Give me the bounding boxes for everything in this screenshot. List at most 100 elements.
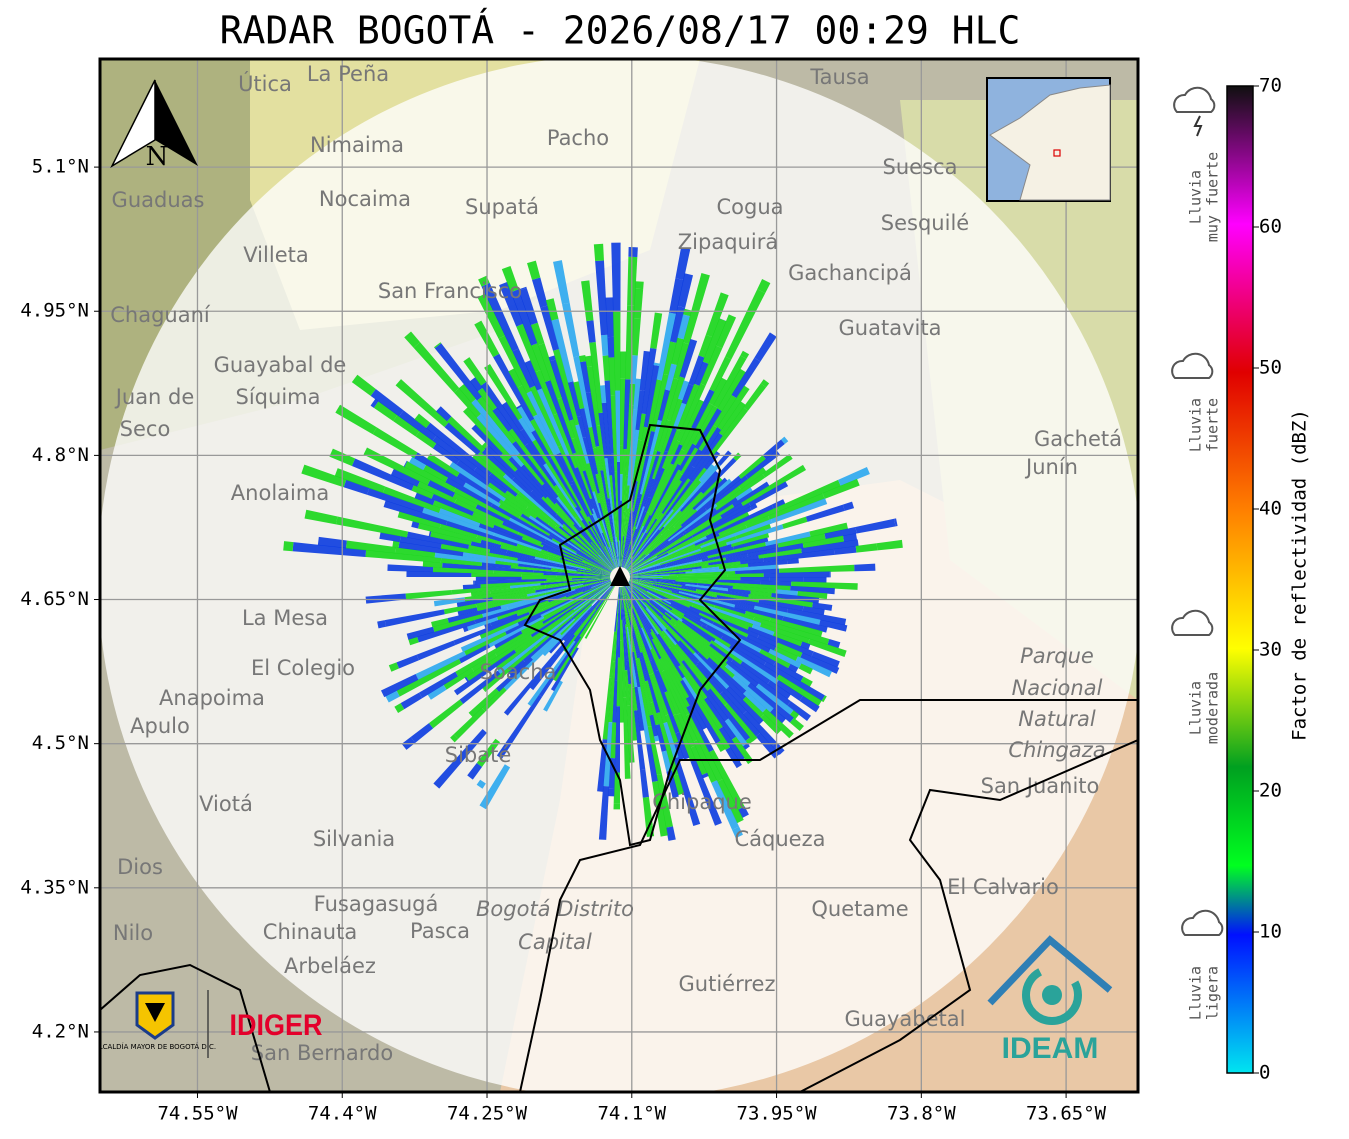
place-label: San Bernardo xyxy=(251,1041,393,1065)
echo-cell xyxy=(466,634,533,681)
echo-cell xyxy=(557,452,575,482)
echo-cell xyxy=(592,521,606,547)
echo-cell xyxy=(592,585,615,621)
echo-cell xyxy=(304,509,338,525)
place-label: Sesquilé xyxy=(881,211,969,235)
rain-category: ligera xyxy=(1204,966,1222,1020)
echo-cell xyxy=(516,323,541,373)
echo-cell xyxy=(535,369,558,416)
place-label: Natural xyxy=(1018,707,1096,731)
echo-cell xyxy=(602,355,611,381)
echo-cell xyxy=(757,279,771,294)
echo-cell xyxy=(614,361,621,391)
place-label: Apulo xyxy=(130,714,190,738)
echo-cell xyxy=(671,467,707,511)
echo-cell xyxy=(502,521,562,551)
echo-cell xyxy=(650,648,681,715)
echo-cell xyxy=(660,584,717,598)
echo-cell xyxy=(709,356,732,392)
echo-cell xyxy=(335,516,409,538)
echo-cell xyxy=(432,443,460,465)
echo-cell xyxy=(557,397,576,440)
echo-cell xyxy=(655,669,668,693)
echo-cell xyxy=(707,542,767,559)
echo-cell xyxy=(681,585,749,598)
echo-cell xyxy=(694,408,723,450)
echo-cell xyxy=(400,692,423,710)
echo-cell xyxy=(658,479,702,531)
echo-cell xyxy=(510,289,538,346)
echo-cell xyxy=(468,544,491,553)
echo-cell xyxy=(682,273,710,345)
echo-cell xyxy=(644,602,669,627)
echo-cell xyxy=(537,579,611,604)
echo-cell xyxy=(396,654,419,669)
echo-cell xyxy=(708,377,728,406)
echo-cell xyxy=(613,538,619,568)
echo-cell xyxy=(632,514,652,551)
echo-cell xyxy=(554,453,573,486)
echo-cell xyxy=(520,464,557,505)
echo-cell xyxy=(481,282,519,352)
echo-cell xyxy=(629,543,696,574)
echo-cell xyxy=(759,622,810,644)
echo-cell xyxy=(685,583,729,592)
echo-cell xyxy=(489,584,546,595)
echo-cell xyxy=(777,533,826,548)
echo-cell xyxy=(492,407,513,432)
echo-cell xyxy=(632,502,642,531)
echo-cell xyxy=(631,318,641,356)
echo-cell xyxy=(629,581,701,615)
echo-cell xyxy=(664,714,679,744)
echo-cell xyxy=(600,334,609,356)
ideam-logo: IDEAM xyxy=(987,935,1113,1065)
echo-cell xyxy=(463,357,487,386)
echo-cell xyxy=(634,686,645,731)
echo-cell xyxy=(595,260,608,336)
echo-cell xyxy=(664,612,728,663)
echo-cell xyxy=(454,498,504,525)
echo-cell xyxy=(631,651,641,688)
echo-cell xyxy=(592,491,618,568)
echo-cell xyxy=(372,427,418,459)
echo-cell xyxy=(600,470,611,518)
echo-cell xyxy=(635,659,652,727)
echo-cell xyxy=(370,388,404,417)
echo-cell xyxy=(624,529,648,569)
echo-cell xyxy=(625,532,647,569)
echo-cell xyxy=(387,564,434,573)
echo-cell xyxy=(791,581,858,590)
echo-cell xyxy=(651,638,690,708)
echo-cell xyxy=(530,418,553,455)
echo-cell xyxy=(614,586,620,632)
echo-cell xyxy=(694,697,731,750)
echo-cell xyxy=(718,507,779,536)
echo-cell xyxy=(590,514,616,568)
colorbar xyxy=(1226,85,1254,1074)
y-tick-label: 4.65°N xyxy=(20,588,89,610)
echo-cell xyxy=(450,734,459,743)
echo-cell xyxy=(653,362,660,366)
echo-cell xyxy=(678,665,723,730)
place-label: Nacional xyxy=(1012,676,1103,700)
echo-cell xyxy=(624,744,631,779)
echo-cell xyxy=(548,458,582,512)
echo-cell xyxy=(662,577,721,580)
echo-cell xyxy=(553,260,570,305)
echo-cell xyxy=(677,402,714,466)
echo-cell xyxy=(750,590,772,598)
y-tick-label: 5.1°N xyxy=(32,156,89,178)
colorbar-tick-label: 20 xyxy=(1259,780,1282,802)
echo-cell xyxy=(541,496,559,514)
echo-cell xyxy=(503,652,558,716)
echo-cell xyxy=(727,588,751,595)
echo-cell xyxy=(801,539,859,554)
echo-cell xyxy=(694,533,720,546)
echo-cell xyxy=(553,619,594,682)
echo-cell xyxy=(621,586,634,653)
echo-cell xyxy=(586,462,601,504)
echo-cell xyxy=(515,622,562,660)
echo-cell xyxy=(595,445,604,471)
echo-cell xyxy=(664,598,714,625)
echo-cell xyxy=(673,741,685,761)
